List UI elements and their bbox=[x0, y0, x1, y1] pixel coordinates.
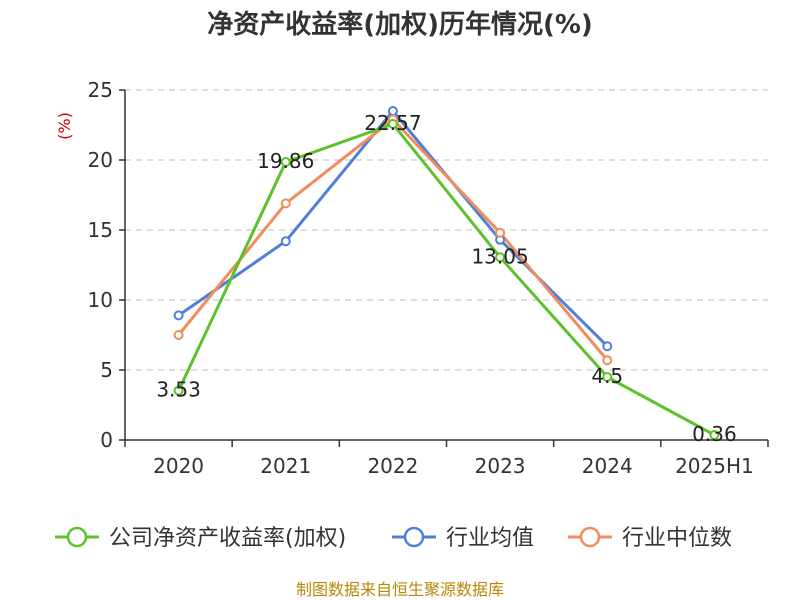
grid-lines bbox=[125, 89, 768, 371]
legend-label: 公司净资产收益率(加权) bbox=[109, 526, 346, 551]
data-label: 22.57 bbox=[364, 111, 421, 135]
data-label: 13.05 bbox=[471, 244, 528, 268]
data-point bbox=[280, 236, 291, 247]
data-point bbox=[173, 330, 184, 340]
data-label: 3.53 bbox=[156, 378, 201, 402]
source-note: 制图数据来自恒生聚源数据库 bbox=[296, 580, 504, 599]
legend-item: 行业均值 bbox=[392, 526, 534, 551]
y-axis-unit: (%) bbox=[55, 112, 74, 140]
data-label: 0.36 bbox=[692, 422, 737, 446]
legend-item: 行业中位数 bbox=[568, 526, 732, 551]
data-point bbox=[602, 372, 613, 382]
x-tick-label: 2023 bbox=[475, 454, 526, 478]
series-points bbox=[173, 106, 720, 440]
legend-item: 公司净资产收益率(加权) bbox=[55, 526, 346, 551]
legend-label: 行业均值 bbox=[446, 526, 534, 551]
data-label: 19.86 bbox=[257, 149, 314, 173]
x-tick-label: 2021 bbox=[260, 454, 311, 478]
data-point bbox=[387, 119, 398, 130]
data-point bbox=[280, 156, 291, 167]
series-line bbox=[177, 109, 609, 348]
data-point bbox=[495, 227, 506, 238]
series-line bbox=[177, 122, 716, 437]
legend-swatch-marker bbox=[579, 526, 601, 548]
data-point bbox=[602, 355, 613, 366]
chart-title: 净资产收益率(加权)历年情况(%) bbox=[207, 9, 593, 40]
y-tick-label: 25 bbox=[88, 78, 113, 102]
series-line bbox=[177, 117, 609, 362]
data-labels: 3.53 19.86 22.57 13.05 4.5 0.36 bbox=[156, 111, 736, 446]
legend-swatch-marker bbox=[66, 526, 88, 548]
legend-label: 行业中位数 bbox=[622, 526, 732, 551]
legend-swatch-marker bbox=[403, 526, 425, 548]
data-point bbox=[495, 252, 506, 263]
data-point bbox=[280, 198, 291, 209]
data-point bbox=[709, 429, 720, 440]
x-tick-label: 2020 bbox=[153, 454, 204, 478]
axes: 0 5 10 15 20 25 2020 2021 2022 2023 2024 2025H1 bbox=[88, 78, 769, 478]
y-tick-label: 0 bbox=[100, 428, 113, 452]
legend: 公司净资产收益率(加权) 行业均值 行业中位数 bbox=[55, 526, 732, 551]
x-tick-label: 2025H1 bbox=[675, 454, 754, 478]
data-point bbox=[602, 341, 613, 352]
x-tick-label: 2024 bbox=[582, 454, 633, 478]
y-tick-label: 15 bbox=[88, 218, 113, 242]
data-point bbox=[173, 310, 184, 321]
data-point bbox=[173, 385, 184, 396]
x-tick-label: 2022 bbox=[367, 454, 418, 478]
y-tick-label: 10 bbox=[88, 288, 113, 312]
y-tick-label: 5 bbox=[100, 358, 113, 382]
y-tick-label: 20 bbox=[88, 148, 113, 172]
data-label: 4.5 bbox=[591, 364, 623, 388]
